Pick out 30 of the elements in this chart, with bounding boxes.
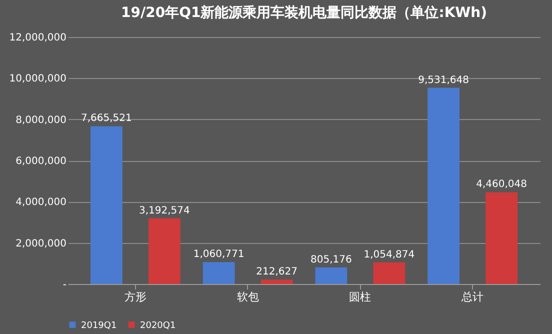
x-tick-label: 总计 [460, 290, 484, 304]
y-tick-label: 4,000,000 [16, 197, 66, 208]
bar [90, 126, 122, 284]
y-tick-label: 10,000,000 [9, 74, 66, 85]
bar [260, 280, 293, 284]
x-tick-label: 圆柱 [349, 290, 372, 304]
legend-label: 2020Q1 [140, 320, 176, 331]
data-label: 1,054,874 [364, 249, 415, 260]
data-label: 3,192,574 [138, 205, 190, 216]
data-label: 9,531,648 [418, 74, 470, 86]
data-label: 805,176 [310, 254, 352, 266]
legend-label: 2019Q1 [81, 320, 117, 331]
y-tick-label: - [62, 280, 67, 290]
y-tick-label: 12,000,000 [9, 32, 66, 44]
y-tick-label: 2,000,000 [16, 238, 66, 250]
x-tick-label: 方形 [124, 290, 146, 304]
data-label: 212,627 [256, 266, 298, 278]
data-label: 7,665,521 [80, 113, 132, 124]
data-label: 4,460,048 [476, 179, 528, 190]
bar [428, 88, 460, 284]
bar [486, 192, 518, 284]
y-tick-label: 6,000,000 [16, 156, 66, 167]
bar [148, 218, 180, 284]
y-tick-label: 8,000,000 [16, 114, 66, 126]
chart-title: 19/20年Q1新能源乘用车装机电量同比数据（单位:KWh) [121, 4, 487, 21]
bar [315, 267, 348, 284]
bar [202, 262, 235, 284]
bar [373, 262, 406, 284]
x-tick-label: 软包 [236, 290, 259, 304]
data-label: 1,060,771 [193, 249, 244, 260]
